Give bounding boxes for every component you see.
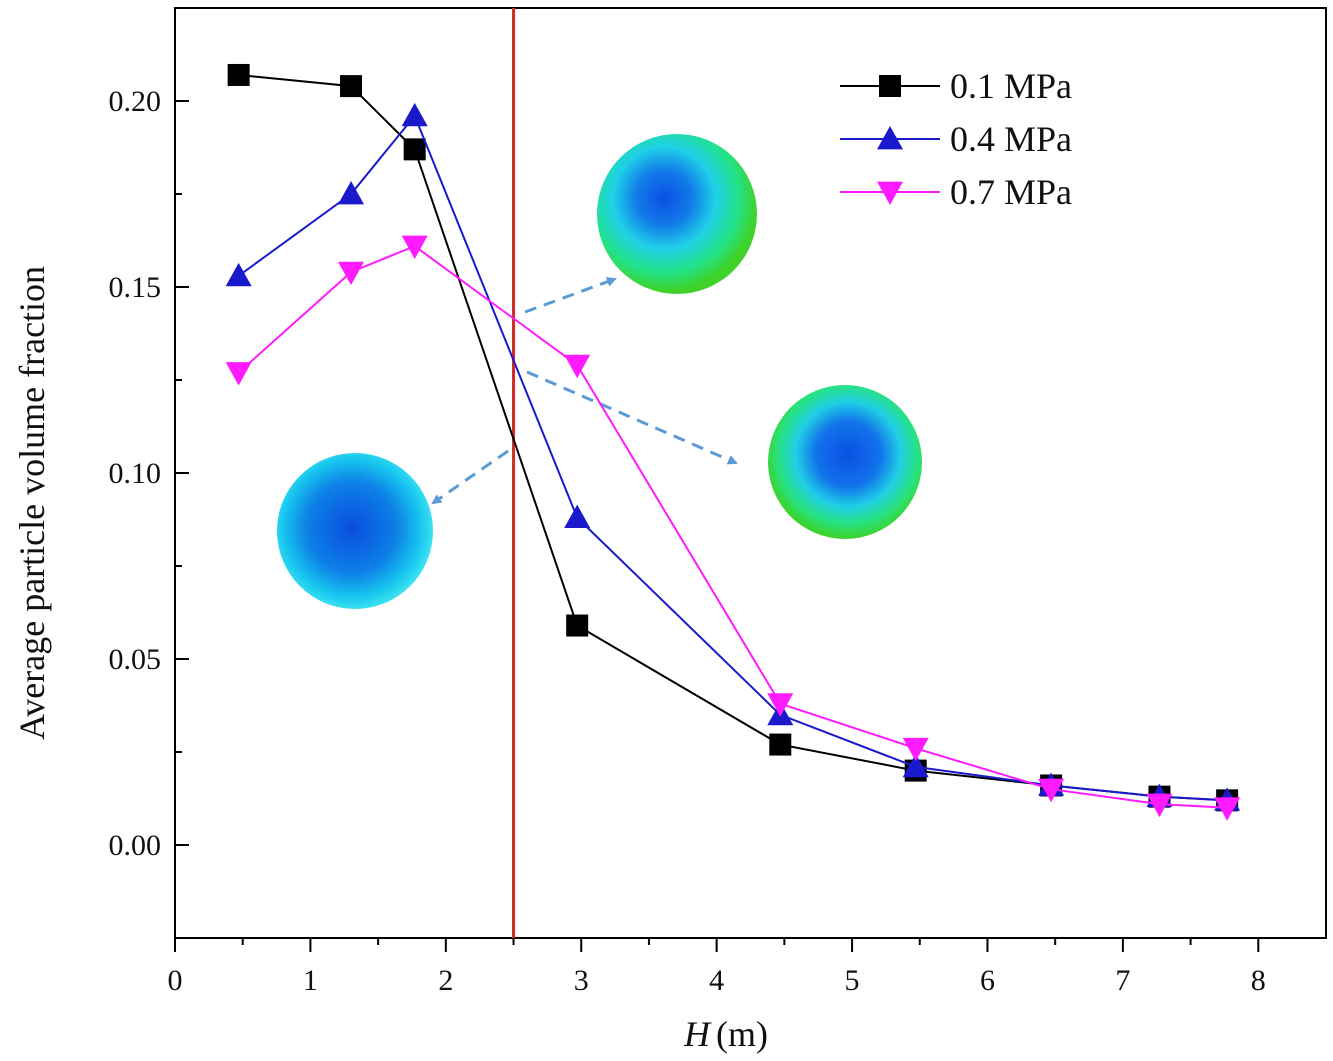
inset-images bbox=[277, 134, 922, 609]
x-tick-label: 5 bbox=[845, 964, 860, 997]
legend-marker bbox=[877, 181, 903, 205]
blue-section-image bbox=[277, 453, 433, 609]
arrow-to-lower-image bbox=[526, 370, 738, 465]
data-point bbox=[401, 235, 428, 260]
legend-marker bbox=[877, 126, 903, 150]
y-tick-label: 0.05 bbox=[109, 643, 162, 676]
data-point bbox=[1214, 797, 1241, 821]
y-axis-ticks: 0.00 0.05 0.10 0.15 0.20 bbox=[109, 7, 189, 939]
y-tick-label: 0.00 bbox=[109, 829, 162, 862]
x-tick-label: 2 bbox=[438, 964, 453, 997]
data-point bbox=[1038, 778, 1065, 803]
y-tick-label: 0.20 bbox=[109, 85, 162, 118]
green-ring-section-image-upper bbox=[597, 134, 757, 294]
legend-entry: 0.1 MPa bbox=[840, 66, 1072, 106]
data-point bbox=[338, 261, 365, 286]
x-tick-label: 6 bbox=[980, 964, 995, 997]
data-point bbox=[1146, 793, 1173, 818]
data-point bbox=[338, 181, 365, 205]
series-layer bbox=[225, 63, 1241, 821]
green-ring-section-image-lower bbox=[768, 385, 922, 539]
y-axis-title: Average particle volume fraction bbox=[12, 266, 52, 740]
data-point bbox=[564, 504, 591, 529]
x-axis-title: H (m) bbox=[683, 1014, 768, 1054]
data-point bbox=[403, 138, 426, 161]
data-point bbox=[769, 733, 792, 756]
legend-entry: 0.7 MPa bbox=[840, 172, 1072, 212]
data-point bbox=[340, 75, 363, 98]
legend: 0.1 MPa 0.4 MPa 0.7 MPa bbox=[840, 66, 1072, 212]
x-tick-label: 8 bbox=[1251, 964, 1266, 997]
y-tick-label: 0.10 bbox=[109, 457, 162, 490]
x-tick-label: 3 bbox=[574, 964, 589, 997]
inset-arrows bbox=[431, 277, 738, 505]
x-tick-label: 1 bbox=[303, 964, 318, 997]
arrow-to-upper-image bbox=[524, 277, 617, 314]
series-0-7-mpa bbox=[225, 235, 1241, 821]
y-tick-label: 0.15 bbox=[109, 271, 162, 304]
legend-entry: 0.4 MPa bbox=[840, 119, 1072, 159]
x-tick-label: 4 bbox=[709, 964, 724, 997]
legend-label: 0.4 MPa bbox=[950, 119, 1072, 159]
legend-marker bbox=[879, 75, 901, 97]
x-tick-label: 7 bbox=[1115, 964, 1130, 997]
x-tick-label: 0 bbox=[168, 964, 183, 997]
legend-label: 0.1 MPa bbox=[950, 66, 1072, 106]
data-point bbox=[225, 362, 252, 386]
data-point bbox=[566, 614, 589, 637]
data-point bbox=[227, 63, 250, 86]
data-point bbox=[564, 354, 591, 379]
data-point bbox=[225, 262, 252, 287]
data-point bbox=[767, 693, 794, 717]
x-axis-ticks: 0 1 2 3 4 5 6 7 8 bbox=[168, 938, 1266, 997]
data-point bbox=[902, 737, 929, 762]
legend-label: 0.7 MPa bbox=[950, 172, 1072, 212]
data-point bbox=[902, 753, 929, 778]
arrow-to-blue-image bbox=[431, 449, 509, 505]
data-point bbox=[401, 102, 428, 127]
